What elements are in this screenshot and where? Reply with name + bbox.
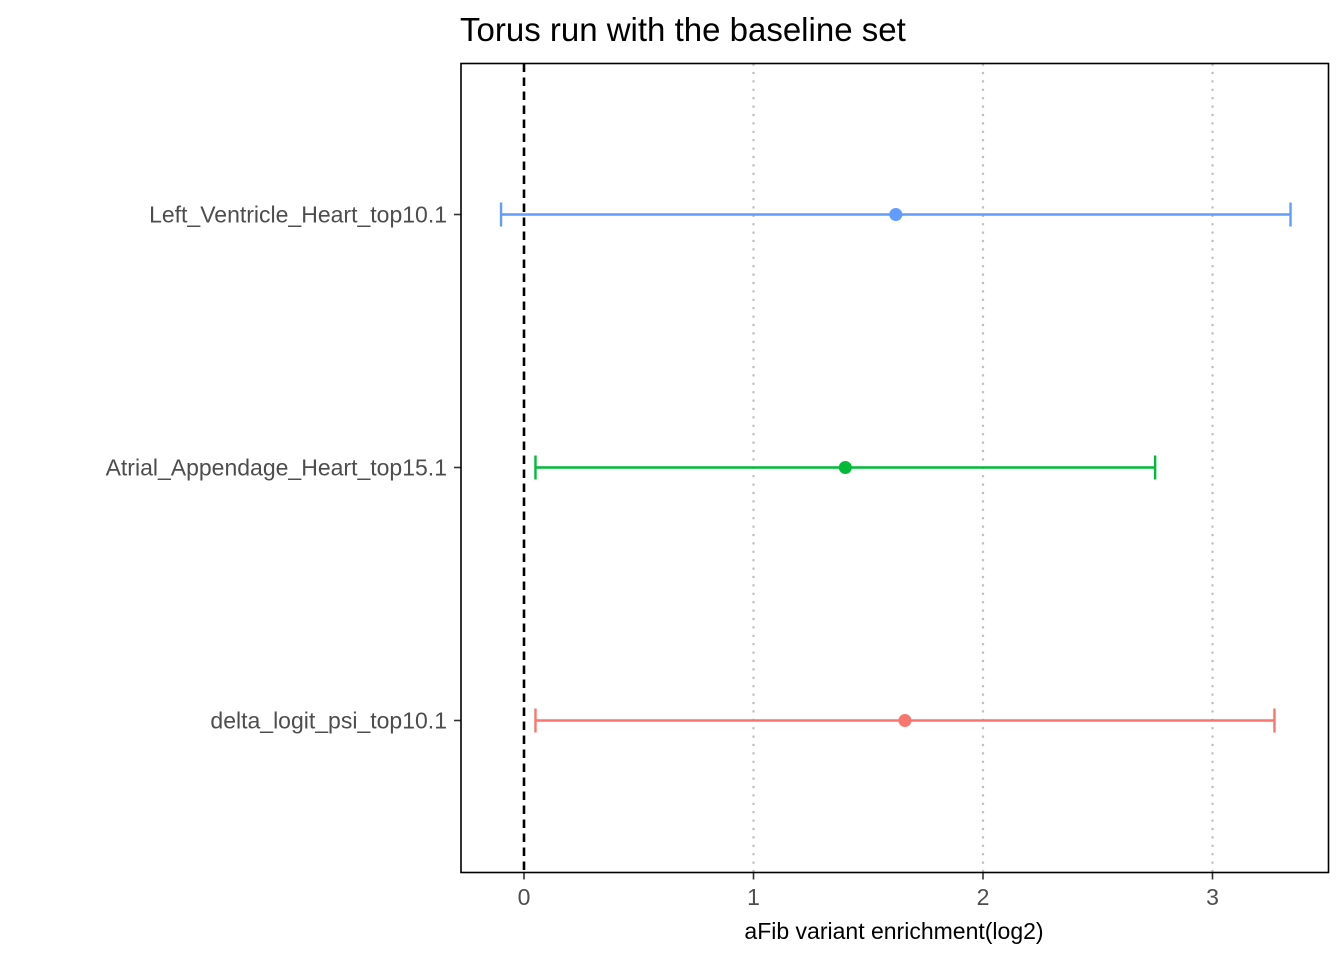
estimate-point bbox=[889, 208, 903, 221]
panel-border bbox=[460, 62, 1330, 874]
estimate-point bbox=[898, 714, 912, 727]
y-tick-label: Atrial_Appendage_Heart_top15.1 bbox=[106, 455, 447, 481]
y-tick-label: Left_Ventricle_Heart_top10.1 bbox=[149, 202, 447, 228]
x-tick-label: 2 bbox=[977, 884, 990, 910]
chart-title: Torus run with the baseline set bbox=[460, 11, 906, 48]
x-axis-title: aFib variant enrichment(log2) bbox=[744, 918, 1043, 944]
y-tick-label: delta_logit_psi_top10.1 bbox=[210, 708, 447, 734]
x-tick-label: 1 bbox=[747, 884, 760, 910]
x-tick-label: 0 bbox=[518, 884, 531, 910]
x-tick-label: 3 bbox=[1206, 884, 1219, 910]
estimate-point bbox=[838, 461, 852, 474]
axis-ticks: 0 1 2 3 Left_Ventricle_Heart_top10.1 Atrial_A… bbox=[106, 202, 1219, 911]
estimate-marks bbox=[499, 202, 1292, 733]
